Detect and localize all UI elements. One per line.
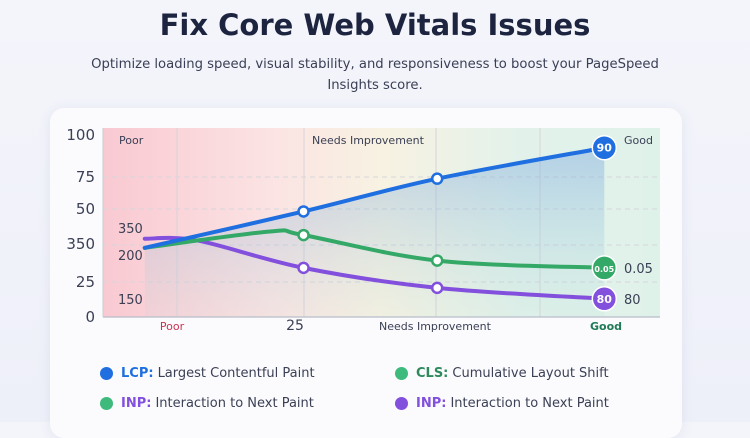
lcp-line — [142, 145, 607, 250]
x-tick-label: Needs Improvement — [379, 320, 492, 333]
inp-green-dot-icon — [100, 397, 113, 410]
y-tick-label: 75 — [76, 168, 95, 186]
lcp-dot-icon — [100, 367, 113, 380]
page-title: Fix Core Web Vitals Issues — [159, 8, 591, 42]
web-vitals-chart: 100 75 50 350 25 0 350 200 150 Poor 25 Needs Improv… — [66, 126, 660, 334]
legend-text: Interaction to Next Paint — [450, 396, 609, 411]
lcp-area — [144, 147, 605, 317]
inp-dot-icon — [395, 397, 408, 410]
lcp-point — [297, 205, 310, 218]
zone-label: Poor — [119, 134, 144, 147]
legend-text: Largest Contentful Paint — [157, 366, 315, 381]
cls-line — [142, 228, 607, 270]
cls-point — [297, 228, 310, 242]
lcp-point — [430, 172, 444, 185]
inner-y-label: 200 — [118, 249, 143, 264]
inner-y-label: 350 — [118, 222, 143, 237]
page-subtitle: Optimize loading speed, visual stability… — [91, 57, 659, 93]
y-tick-label: 0 — [85, 308, 95, 326]
y-tick-label: 50 — [76, 200, 95, 218]
lcp-end-badge — [591, 134, 618, 161]
legend-item-inp: INP: Interaction to Next Paint — [395, 396, 609, 411]
inp-point — [297, 261, 310, 275]
legend-abbr: LCP: — [121, 366, 154, 381]
x-tick-label: Poor — [160, 320, 185, 333]
x-tick-label: 25 — [286, 318, 304, 334]
zone-label: Good — [624, 134, 653, 147]
cls-end-label: 0.05 — [594, 265, 614, 274]
legend-item-inp-green: INP: Interaction to Next Paint — [100, 396, 314, 411]
cls-end-badge — [591, 255, 618, 281]
legend-item-lcp: LCP: Largest Contentful Paint — [100, 366, 315, 381]
inp-end-value: 80 — [624, 293, 641, 308]
legend-abbr: INP: — [416, 396, 447, 411]
legend-text: Cumulative Layout Shift — [452, 366, 609, 381]
x-tick-label: Good — [590, 320, 622, 333]
zone-label: Needs Improvement — [312, 134, 425, 147]
y-tick-label: 25 — [76, 273, 95, 291]
cls-dot-icon — [395, 367, 408, 380]
lcp-end-label: 90 — [597, 142, 613, 155]
inp-point — [430, 281, 444, 295]
cls-point — [430, 254, 444, 267]
inner-y-label: 150 — [118, 293, 143, 308]
inp-end-label: 80 — [597, 293, 613, 306]
legend-item-cls: CLS: Cumulative Layout Shift — [395, 366, 609, 381]
y-tick-label: 100 — [66, 126, 95, 144]
legend-abbr: CLS: — [416, 366, 449, 381]
cls-end-value: 0.05 — [624, 262, 653, 277]
y-tick-label: 350 — [66, 235, 95, 253]
legend-text: Interaction to Next Paint — [155, 396, 314, 411]
legend-abbr: INP: — [121, 396, 152, 411]
inp-end-badge — [591, 286, 618, 312]
